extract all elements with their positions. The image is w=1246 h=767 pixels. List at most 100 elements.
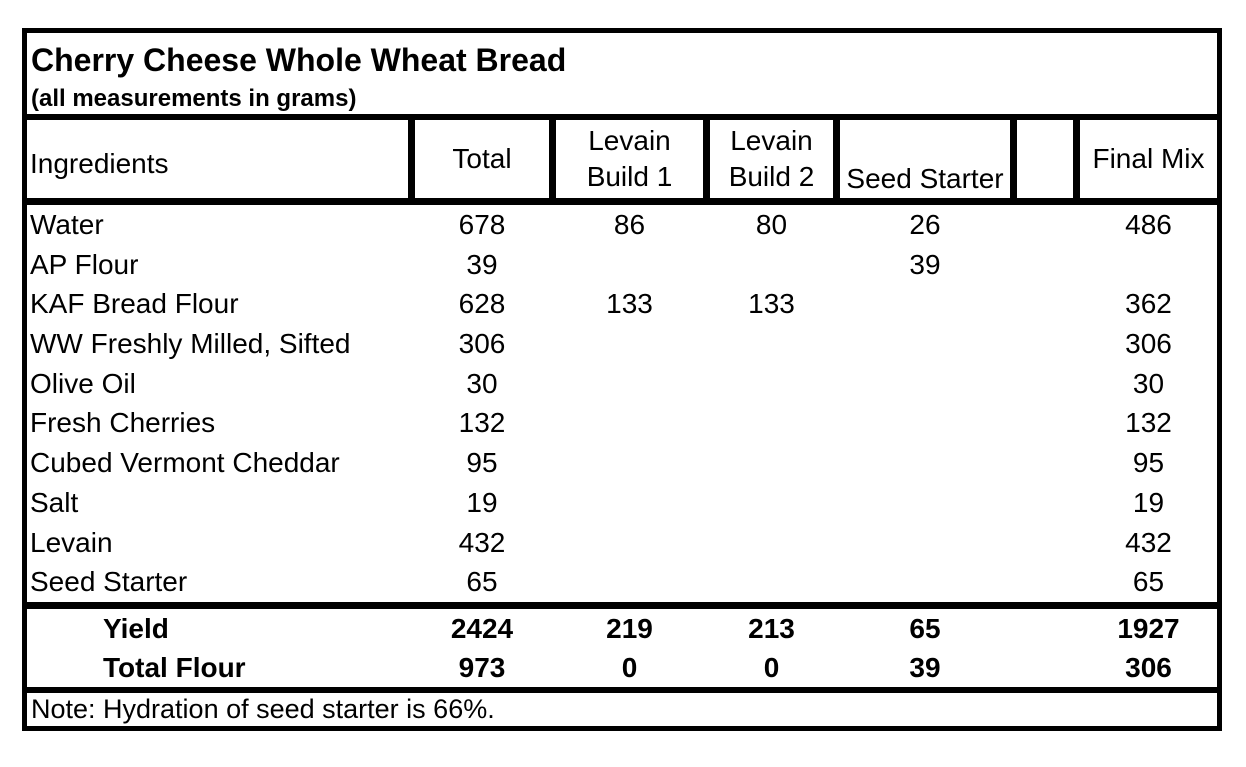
value-blank [1017,245,1073,285]
value-seed-starter: 65 [909,612,941,644]
value-levain-build-2 [710,483,833,523]
value-total: 19 [466,486,498,518]
header-divider [1010,120,1017,198]
value-final-mix: 486 [1125,209,1172,240]
ingredient-rows: Water 678 86 80 26 486 AP Flour 39 39 KA… [27,205,1217,602]
ingredient-name: AP Flour [30,248,139,280]
value-levain-build-1 [556,245,703,285]
value-levain-build-2: 133 [748,288,795,320]
table-row: WW Freshly Milled, Sifted 306 306 [27,324,1217,364]
table-row: Seed Starter 65 65 [27,562,1217,602]
note: Note: Hydration of seed starter is 66%. [31,693,495,724]
value-seed-starter [840,483,1010,523]
value-blank [1017,523,1073,563]
value-blank [1017,205,1073,245]
page-title: Cherry Cheese Whole Wheat Bread [31,42,567,78]
value-blank [1017,483,1073,523]
ingredient-name: Cubed Vermont Cheddar [30,447,340,479]
value-total: 306 [458,328,506,360]
value-total: 2424 [450,612,514,644]
ingredient-name: Levain [30,526,113,558]
value-blank [1017,364,1073,404]
col-header-levain-build-2-line2: Build 2 [728,161,815,192]
table-row: Olive Oil 30 30 [27,364,1217,404]
value-seed-starter [840,523,1010,563]
value-levain-build-2: 80 [755,209,788,240]
ingredient-name: Water [30,209,104,240]
value-total: 973 [458,651,506,683]
header-divider [549,120,556,198]
value-seed-starter [840,443,1010,483]
ingredient-name: KAF Bread Flour [30,288,239,320]
value-total: 432 [458,526,506,558]
table-row: Water 678 86 80 26 486 [27,205,1217,245]
summary-section: Yield 2424 219 213 65 1927 Total Flour 9… [27,601,1217,693]
value-final-mix: 95 [1132,447,1165,479]
value-total: 628 [458,288,506,320]
value-blank [1017,403,1073,443]
col-header-levain-build-2: Levain Build 2 [710,120,833,198]
col-header-ingredients: Ingredients [30,148,169,179]
value-total: 95 [466,447,498,479]
header-divider [703,120,710,198]
value-total: 678 [458,209,506,240]
value-final-mix: 362 [1125,288,1172,320]
header-divider [833,120,840,198]
table-row: Salt 19 19 [27,483,1217,523]
table-row: Cubed Vermont Cheddar 95 95 [27,443,1217,483]
value-levain-build-1 [556,523,703,563]
table-row: Fresh Cherries 132 132 [27,403,1217,443]
value-levain-build-1 [556,403,703,443]
value-levain-build-1 [556,483,703,523]
value-levain-build-1: 86 [613,209,646,240]
value-final-mix: 432 [1125,526,1172,558]
value-final-mix: 132 [1125,407,1172,439]
header-divider [408,120,415,198]
yield-row: Yield 2424 219 213 65 1927 [27,609,1217,648]
ingredient-name: Fresh Cherries [30,407,216,439]
value-levain-build-1 [556,324,703,364]
value-levain-build-2 [710,443,833,483]
value-final-mix [1080,245,1217,285]
col-header-total: Total [452,143,512,174]
value-levain-build-2: 0 [763,651,780,683]
value-levain-build-2: 213 [748,612,795,644]
value-blank [1017,284,1073,324]
value-levain-build-1 [556,443,703,483]
value-levain-build-2 [710,324,833,364]
value-seed-starter [840,284,1010,324]
ingredient-name: Seed Starter [30,566,188,598]
value-seed-starter: 39 [909,651,941,683]
value-levain-build-1 [556,364,703,404]
value-levain-build-1: 219 [606,612,653,644]
value-final-mix: 306 [1125,651,1172,683]
value-levain-build-1 [556,562,703,602]
value-levain-build-2 [710,523,833,563]
title-block: Cherry Cheese Whole Wheat Bread (all mea… [27,33,1217,120]
value-blank [1017,324,1073,364]
value-total: 30 [466,367,498,399]
value-blank [1017,443,1073,483]
value-blank [1017,562,1073,602]
subtitle: (all measurements in grams) [31,85,357,112]
value-blank [1017,648,1073,687]
summary-label: Yield [103,612,169,644]
header-divider [1073,120,1080,198]
value-levain-build-2 [710,403,833,443]
value-levain-build-1: 0 [621,651,638,683]
value-total: 39 [466,248,498,280]
value-levain-build-1: 133 [606,288,653,320]
ingredient-name: Olive Oil [30,367,136,399]
value-final-mix: 30 [1132,367,1165,399]
col-header-seed-starter: Seed Starter [846,163,1004,194]
col-header-levain-build-1-line1: Levain [588,125,671,156]
value-final-mix: 1927 [1117,612,1180,644]
value-blank [1017,609,1073,648]
ingredient-name: WW Freshly Milled, Sifted [30,328,351,360]
value-levain-build-2 [710,364,833,404]
value-seed-starter: 39 [909,248,941,280]
col-header-blank [1017,120,1073,198]
value-levain-build-2 [710,562,833,602]
value-seed-starter [840,562,1010,602]
value-seed-starter: 26 [909,209,941,240]
